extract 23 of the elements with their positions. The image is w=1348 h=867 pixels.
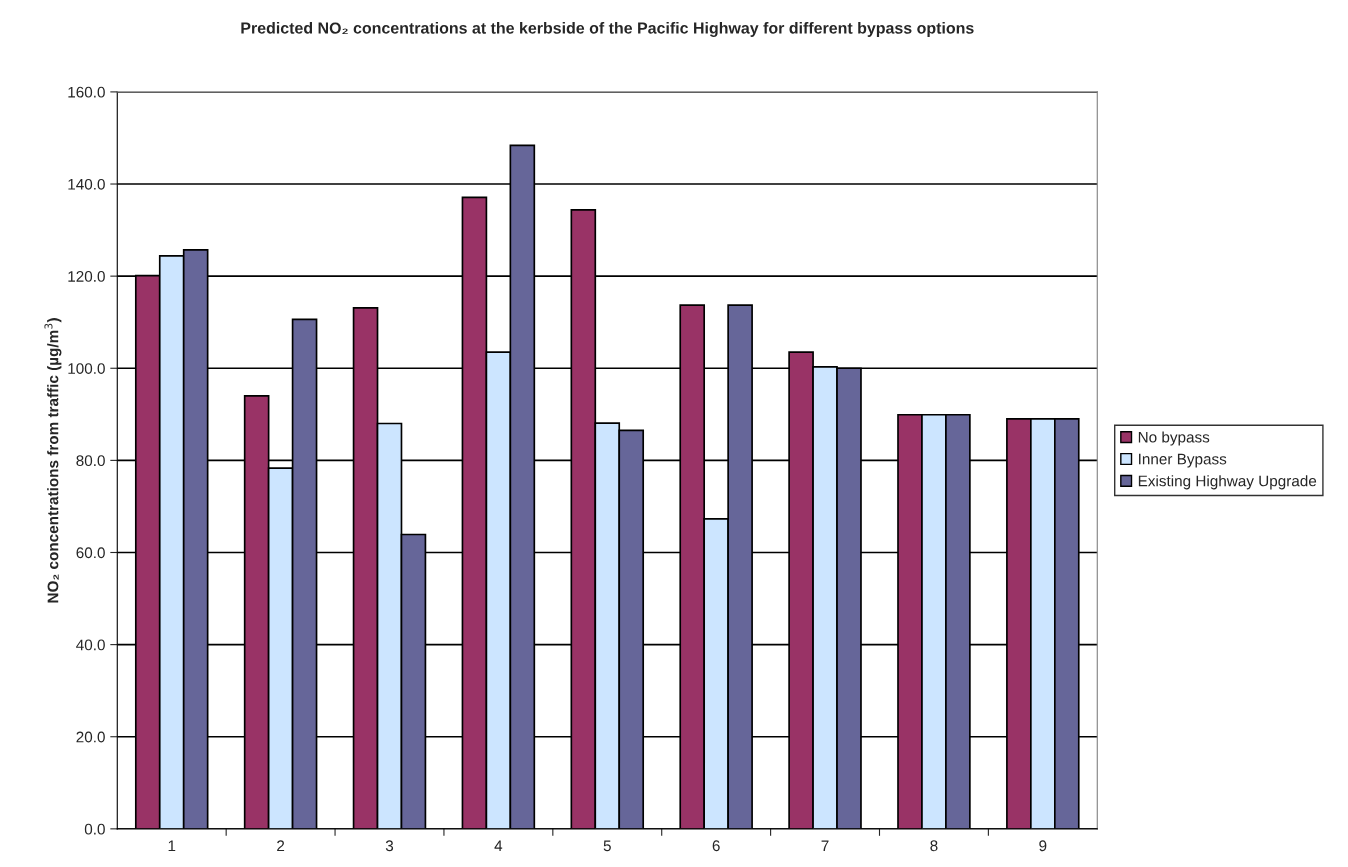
- x-tick-label: 3: [385, 840, 394, 852]
- y-tick-label: 60.0: [76, 547, 105, 559]
- chart-title: Predicted NO₂ concentrations at the kerbside of the Pacific Highway for different bypass options: [241, 21, 974, 37]
- x-tick-label: 9: [1039, 840, 1047, 852]
- y-tick-label: 0.0: [84, 823, 105, 835]
- x-tick-label: 6: [712, 840, 720, 852]
- y-axis-title: NO₂ concentrations from traffic (µg/m$^{3}$): [44, 318, 62, 603]
- x-tick-label: 8: [930, 840, 938, 852]
- y-tick-label: 140.0: [68, 178, 105, 190]
- y-tick-label: 120.0: [68, 271, 105, 282]
- y-tick-label: 40.0: [76, 639, 105, 651]
- y-tick-label: 100.0: [68, 363, 105, 374]
- y-tick-label: 20.0: [76, 731, 105, 743]
- x-tick-label: 7: [821, 840, 829, 852]
- y-tick-label: 80.0: [76, 455, 105, 467]
- legend-label: No bypass: [1138, 431, 1210, 446]
- x-tick-label: 5: [603, 840, 611, 852]
- x-tick-label: 1: [168, 840, 176, 852]
- x-tick-label: 4: [494, 840, 503, 852]
- y-tick-label: 160.0: [68, 86, 105, 98]
- legend-label: Existing Highway Upgrade: [1138, 475, 1317, 490]
- legend-label: Inner Bypass: [1139, 453, 1227, 468]
- x-tick-label: 2: [277, 840, 285, 852]
